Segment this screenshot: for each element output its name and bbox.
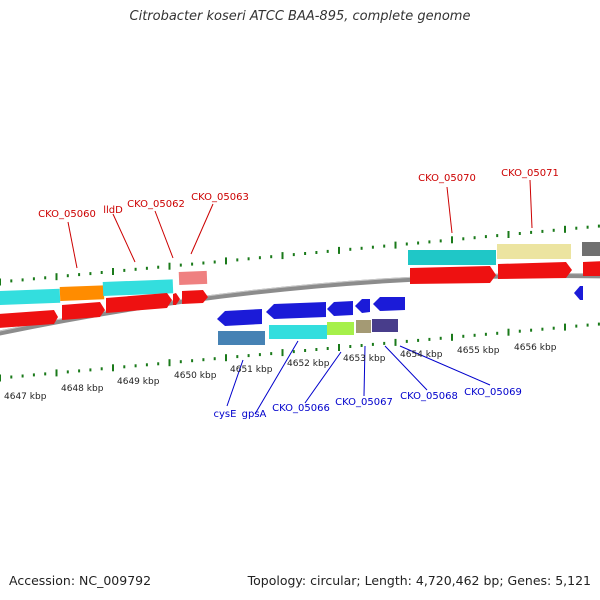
ruler-labels: 4647 kbp 4648 kbp 4649 kbp 4650 kbp 4651… — [4, 343, 557, 402]
feature-bar[interactable] — [372, 319, 398, 332]
lower-tick-row — [0, 322, 600, 382]
ruler-label: 4655 kbp — [457, 346, 500, 356]
feature-bar[interactable] — [218, 331, 265, 345]
gene-arrow[interactable] — [327, 301, 353, 316]
gene-arrow[interactable] — [217, 309, 262, 326]
lower-feature-track — [218, 319, 398, 345]
feature-bar[interactable] — [408, 250, 496, 265]
feature-bar[interactable] — [0, 288, 61, 306]
gene-arrow[interactable] — [574, 286, 583, 300]
bottom-leader-lines — [226, 340, 491, 415]
gene-label[interactable]: cysE — [214, 409, 237, 420]
feature-bar[interactable] — [178, 270, 208, 285]
gene-arrow[interactable] — [583, 261, 600, 276]
bottom-gene-labels: cysE gpsA CKO_05066 CKO_05067 CKO_05068 … — [214, 387, 522, 420]
upper-gene-arrows — [0, 261, 600, 328]
top-gene-labels: CKO_05060 lldD CKO_05062 CKO_05063 CKO_0… — [38, 168, 559, 220]
feature-bar[interactable] — [497, 244, 571, 259]
ruler-label: 4647 kbp — [4, 392, 47, 402]
gene-label[interactable]: CKO_05063 — [191, 192, 249, 203]
ruler-label: 4649 kbp — [117, 377, 160, 387]
gene-arrow[interactable] — [498, 262, 572, 279]
ruler-label: 4654 kbp — [400, 350, 443, 360]
gene-label[interactable]: CKO_05071 — [501, 168, 559, 179]
ruler-label: 4648 kbp — [61, 384, 104, 394]
gene-label[interactable]: CKO_05068 — [400, 391, 458, 402]
feature-bar[interactable] — [582, 242, 600, 256]
gene-arrow[interactable] — [106, 293, 172, 313]
gene-label[interactable]: CKO_05062 — [127, 199, 185, 210]
gene-arrow[interactable] — [355, 299, 370, 313]
feature-bar[interactable] — [356, 320, 371, 333]
gene-label[interactable]: CKO_05066 — [272, 403, 330, 414]
gene-label[interactable]: CKO_05067 — [335, 397, 393, 408]
top-leader-lines — [67, 179, 533, 269]
gene-arrow[interactable] — [266, 302, 326, 319]
ruler-label: 4652 kbp — [287, 359, 330, 369]
gene-arrow[interactable] — [62, 302, 105, 320]
accession-text: Accession: NC_009792 — [9, 573, 152, 588]
feature-bar[interactable] — [269, 325, 327, 339]
genome-backbone-highlight — [0, 272, 600, 332]
gene-arrow[interactable] — [373, 297, 405, 311]
gene-label[interactable]: lldD — [103, 205, 123, 216]
gene-arrow[interactable] — [410, 266, 496, 284]
gene-arrow[interactable] — [0, 310, 58, 328]
ruler-label: 4651 kbp — [230, 365, 273, 375]
feature-bar[interactable] — [327, 322, 354, 335]
lower-gene-arrows — [217, 286, 583, 326]
gene-label[interactable]: gpsA — [242, 409, 267, 420]
ruler-label: 4656 kbp — [514, 343, 557, 353]
gene-label[interactable]: CKO_05070 — [418, 173, 476, 184]
gene-arrow[interactable] — [173, 293, 180, 305]
gene-label[interactable]: CKO_05069 — [464, 387, 522, 398]
ruler-label: 4650 kbp — [174, 371, 217, 381]
gene-arrow[interactable] — [182, 290, 208, 304]
ruler-label: 4653 kbp — [343, 354, 386, 364]
upper-tick-row — [0, 224, 600, 286]
genome-summary-text: Topology: circular; Length: 4,720,462 bp… — [247, 573, 591, 588]
map-title: Citrobacter koseri ATCC BAA-895, complet… — [129, 9, 471, 24]
upper-feature-track — [0, 242, 600, 306]
gene-label[interactable]: CKO_05060 — [38, 209, 96, 220]
feature-bar[interactable] — [59, 285, 105, 301]
feature-bar[interactable] — [102, 279, 174, 296]
